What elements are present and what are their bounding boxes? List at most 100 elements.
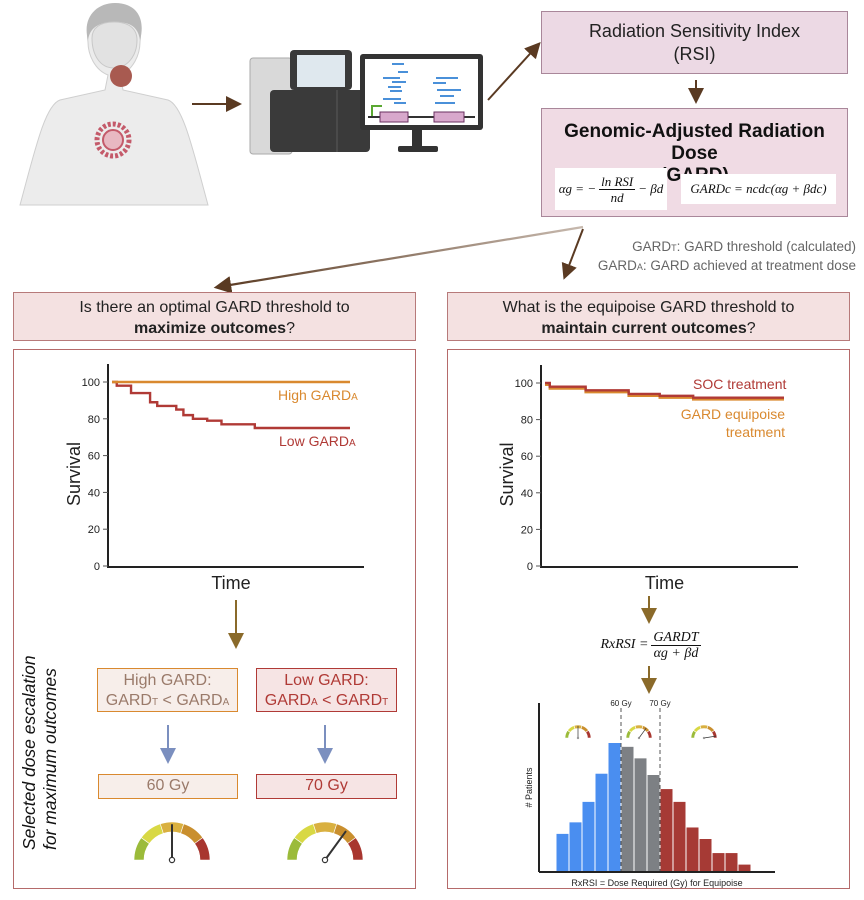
left-chart-y-tick-label: 40 [88,487,100,499]
alpha-g-equation: αg = − ln RSI nd − βd [555,168,667,210]
hist-bar [556,833,569,871]
hist-gauge-high-icon [690,724,718,740]
hist-gauge-mid-icon-needle [638,727,647,739]
gauge-70gy-icon-pivot [321,856,329,864]
hist-gauge-mid-icon-segment [634,724,644,730]
rsi-title: Radiation Sensitivity Index [588,21,801,41]
equipoise-label: GARD equipoise treatment [680,406,785,440]
hist-gauge-low-icon [564,724,592,740]
hist-bar [647,775,660,871]
dose-70gy-box: 70 Gy [256,774,397,799]
left-chart-y-tick-label: 20 [88,524,100,536]
gard-c-equation: GARDc = ncdc(αg + βdc) [681,174,836,204]
rxrsi-equation: RxRSI = GARDT αg + βd [600,629,701,661]
arrow-gard-to-right [561,228,584,280]
hist-gauge-low-icon-segment [567,725,576,733]
gard-definitions: GARDT: GARD threshold (calculated) GARDA… [598,238,856,276]
low-garda-label: Low GARDA [279,433,356,449]
gard-a-definition: GARDA: GARD achieved at treatment dose [597,258,856,273]
right-question-line1: What is the equipoise GARD threshold to [502,299,795,316]
left-chart-series-low-garda [112,380,350,430]
right-panel [447,349,850,889]
left-panel [13,349,416,889]
hist-gauge-high-icon-segment [699,724,709,730]
gauge-70gy-icon [286,821,364,864]
hist-bar [673,801,686,871]
hist-bar [569,822,582,871]
right-chart-y-tick-label: 100 [515,378,533,390]
hist-bar [608,743,621,871]
left-chart-y-axis-label: Survival [64,442,84,506]
right-question-box: What is the equipoise GARD threshold to … [447,292,850,341]
eq1-lhs: αg = − [558,181,597,196]
hist-gauge-mid-icon-segment [628,725,637,733]
left-question-line1: Is there an optimal GARD threshold to [79,299,350,316]
hist-bar [738,864,751,871]
right-chart-y-tick-label: 80 [521,415,533,427]
hist-bar [660,789,673,871]
eq1-numerator: ln RSI [599,173,636,190]
hist-bar [712,853,725,871]
left-chart-x-axis-label: Time [211,573,250,593]
right-chart-y-tick-label: 60 [521,451,533,463]
hist-gauge-low-icon-segment [585,729,592,739]
hist-bar [582,801,595,871]
hist-x-axis-label: RxRSI = Dose Required (Gy) for Equipoise [571,878,742,888]
left-chart-y-tick-label: 60 [88,451,100,463]
left-chart-y-tick-label: 0 [94,561,100,573]
gauge-70gy-icon-segment [312,821,338,834]
gard-title: Genomic-Adjusted Radiation Dose [564,121,825,164]
high-gard-box: High GARD: GARDT < GARDA [97,668,238,712]
hist-gauge-mid-icon-segment [646,729,653,739]
arrow-to-rsi [487,42,541,101]
hist-bar [595,773,608,871]
patient-figure-icon [19,3,209,206]
rsi-box: Radiation Sensitivity Index (RSI) [541,11,848,74]
right-question-line2: maintain current outcomes? [541,320,756,337]
left-question-box: Is there an optimal GARD threshold to ma… [13,292,416,341]
right-chart-series-soc-treatment [545,381,784,399]
left-chart-y-tick-label: 80 [88,414,100,426]
monitor-icon [360,54,483,152]
hist-gauge-high-icon-pivot [702,736,706,740]
eq1-denominator: nd [610,189,624,205]
right-chart-y-tick-label: 40 [521,488,533,500]
hist-gauge-high-icon-segment [693,725,702,733]
hist-bar [634,758,647,871]
right-chart-y-tick-label: 20 [521,524,533,536]
hist-bar [686,827,699,871]
gauge-70gy-icon-needle [324,830,347,861]
right-chart-y-axis-label: Survival [497,442,517,506]
hist-gauge-mid-icon [625,724,653,740]
gauge-60gy-icon [133,821,211,864]
hist-gauge-low-icon-pivot [576,736,580,740]
soc-label: SOC treatment [693,376,787,392]
hist-bar [621,746,634,871]
hist-bar [699,839,712,871]
high-garda-label: High GARDA [278,387,358,403]
gauge-60gy-icon-segment [194,837,211,861]
gauge-60gy-icon-pivot [168,856,176,864]
dose-escalation-side-label: Selected dose escalation for maximum out… [19,655,60,850]
gauge-70gy-icon-segment [347,837,364,861]
arrow-gard-to-left [213,225,584,294]
left-question-line2: maximize outcomes? [134,320,295,337]
hist-y-axis-label: # Patients [524,767,534,808]
right-chart-x-axis-label: Time [645,573,684,593]
right-chart-y-tick-label: 0 [527,561,533,573]
hist-threshold-label: 70 Gy [649,699,670,708]
dose-60gy-box: 60 Gy [98,774,238,799]
gard-t-definition: GARDT: GARD threshold (calculated) [632,239,856,254]
gard-box: Genomic-Adjusted Radiation Dose (GARD) α… [541,108,848,217]
hist-gauge-high-icon-needle [703,735,717,739]
hist-gauge-mid-icon-pivot [637,736,641,740]
hist-bar [725,853,738,871]
low-gard-box: Low GARD: GARDA < GARDT [256,668,397,712]
rsi-abbrev: (RSI) [673,44,716,64]
sequencer-icon [249,50,370,155]
eq1-rhs: − βd [638,181,664,196]
left-chart-y-tick-label: 100 [82,377,100,389]
hist-threshold-label: 60 Gy [610,699,631,708]
